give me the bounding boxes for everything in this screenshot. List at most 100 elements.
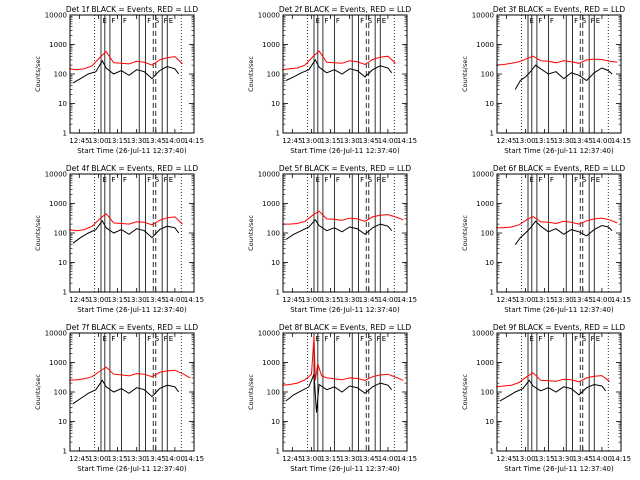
x-tick-label: 13:00 — [515, 296, 535, 304]
event-marker-label: F — [591, 17, 595, 25]
x-tick-label: 13:15 — [320, 455, 340, 463]
x-tick-label: 13:45 — [146, 296, 166, 304]
panel-3: E F F SF F E11010010001000012:4513:0013:1513:… — [461, 5, 631, 155]
x-tick-label: 14:00 — [165, 137, 185, 145]
y-tick-label: 1000 — [476, 200, 494, 208]
plot-frame — [282, 14, 408, 134]
y-tick-label: 1 — [490, 130, 494, 138]
y-axis-label: Counts/sec — [247, 374, 255, 410]
event-marker-label: F — [360, 335, 364, 343]
y-tick-label: 10 — [271, 418, 280, 426]
event-marker-label: E — [596, 17, 600, 25]
x-tick-label: 13:00 — [515, 137, 535, 145]
events-series-line — [514, 64, 613, 90]
y-axis-label: Counts/sec — [247, 56, 255, 92]
x-tick-label: 14:15 — [611, 455, 631, 463]
event-marker-label: F — [360, 17, 364, 25]
x-axis-label: Start Time (26-Jul-11 12:37:40) — [504, 465, 614, 473]
x-tick-label: 13:45 — [146, 137, 166, 145]
x-tick-label: 13:15 — [107, 137, 127, 145]
x-tick-label: 13:30 — [127, 137, 147, 145]
y-tick-label: 10 — [485, 418, 494, 426]
event-marker-label: F — [147, 176, 151, 184]
event-marker-label: F — [360, 176, 364, 184]
y-tick-label: 1000 — [262, 200, 280, 208]
y-tick-label: 10 — [485, 100, 494, 108]
x-tick-label: 14:00 — [378, 296, 398, 304]
event-marker-label: F — [324, 176, 328, 184]
x-tick-label: 12:45 — [282, 455, 302, 463]
y-tick-label: 100 — [267, 71, 280, 79]
y-tick-label: 10000 — [258, 171, 280, 179]
event-marker-label: E — [382, 176, 386, 184]
y-tick-label: 1000 — [262, 359, 280, 367]
events-series-line — [72, 219, 180, 244]
events-series-line — [72, 59, 180, 84]
y-tick-label: 1000 — [476, 359, 494, 367]
x-tick-label: 13:45 — [573, 455, 593, 463]
x-tick-label: 14:00 — [592, 296, 612, 304]
x-tick-label: 12:45 — [282, 296, 302, 304]
panel-title: Det 2f BLACK = Events, RED = LLD — [279, 5, 412, 14]
lld-series-line — [496, 55, 618, 66]
events-series-line — [72, 379, 180, 405]
y-tick-label: 10 — [485, 259, 494, 267]
x-tick-label: 13:45 — [359, 296, 379, 304]
event-marker-label: E — [103, 335, 107, 343]
lld-series-line — [496, 216, 618, 229]
y-tick-label: 1 — [490, 289, 494, 297]
event-marker-label: E — [530, 176, 534, 184]
event-marker-label: F — [591, 176, 595, 184]
y-axis-label: Counts/sec — [461, 215, 469, 251]
x-tick-label: 12:45 — [69, 296, 89, 304]
event-marker-label: E — [169, 176, 173, 184]
panel-2: E F F SF F E11010010001000012:4513:0013:1513:… — [247, 5, 417, 155]
x-tick-label: 14:00 — [592, 137, 612, 145]
x-tick-label: 13:00 — [301, 137, 321, 145]
x-tick-label: 13:15 — [320, 296, 340, 304]
y-tick-label: 100 — [54, 389, 67, 397]
y-tick-label: 1 — [63, 130, 67, 138]
x-tick-label: 13:30 — [340, 296, 360, 304]
lld-series-line — [69, 50, 183, 71]
event-marker-label: F — [336, 335, 340, 343]
events-series-line — [499, 379, 607, 402]
x-tick-label: 14:15 — [397, 137, 417, 145]
x-axis-label: Start Time (26-Jul-11 12:37:40) — [290, 147, 400, 155]
y-tick-label: 1000 — [262, 41, 280, 49]
event-marker-label: F — [164, 17, 168, 25]
plot-frame — [282, 173, 408, 293]
y-axis-label: Counts/sec — [34, 56, 42, 92]
y-axis-label: Counts/sec — [247, 215, 255, 251]
x-tick-label: 12:45 — [69, 455, 89, 463]
x-tick-label: 13:45 — [573, 137, 593, 145]
y-tick-label: 1 — [63, 448, 67, 456]
x-axis-label: Start Time (26-Jul-11 12:37:40) — [290, 465, 400, 473]
x-tick-label: 13:15 — [320, 137, 340, 145]
x-axis-label: Start Time (26-Jul-11 12:37:40) — [504, 306, 614, 314]
y-tick-label: 1 — [490, 448, 494, 456]
y-tick-label: 10000 — [45, 12, 67, 20]
x-tick-label: 13:45 — [359, 137, 379, 145]
x-tick-label: 13:30 — [554, 137, 574, 145]
x-tick-label: 14:15 — [397, 455, 417, 463]
panel-5: E F F SF F E11010010001000012:4513:0013:1513:… — [247, 164, 417, 314]
x-tick-label: 12:45 — [496, 455, 516, 463]
x-tick-label: 13:00 — [88, 455, 108, 463]
event-marker-label: F — [111, 17, 115, 25]
y-tick-label: 100 — [481, 71, 494, 79]
event-marker-label: F — [164, 335, 168, 343]
y-tick-label: 100 — [54, 230, 67, 238]
x-tick-label: 13:45 — [359, 455, 379, 463]
lld-series-line — [282, 50, 396, 71]
x-tick-label: 13:00 — [88, 137, 108, 145]
event-marker-label: E — [530, 335, 534, 343]
y-axis-label: Counts/sec — [34, 374, 42, 410]
panel-title: Det 3f BLACK = Events, RED = LLD — [493, 5, 626, 14]
panel-title: Det 5f BLACK = Events, RED = LLD — [279, 164, 412, 173]
event-marker-label: F — [123, 335, 127, 343]
event-marker-label: S — [368, 17, 373, 25]
x-tick-label: 13:30 — [554, 296, 574, 304]
event-marker-label: S — [582, 335, 587, 343]
x-tick-label: 13:15 — [534, 296, 554, 304]
